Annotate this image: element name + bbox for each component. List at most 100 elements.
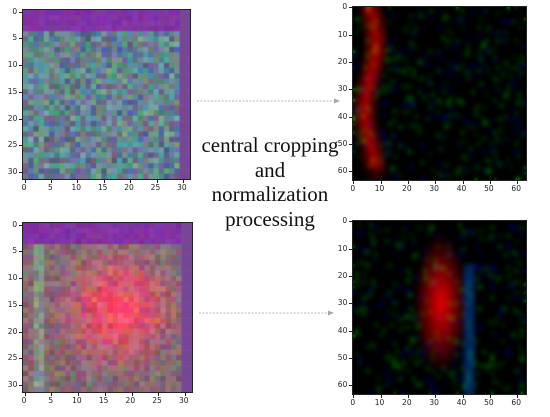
y-tick-label: 10 bbox=[7, 273, 18, 283]
y-tick-label: 60 bbox=[337, 380, 348, 390]
x-tick-mark bbox=[183, 180, 185, 183]
y-tick-mark bbox=[349, 7, 352, 9]
x-tick-label: 0 bbox=[21, 396, 27, 405]
process-label-line-3: normalization bbox=[211, 182, 329, 206]
rgb-patch-32-top bbox=[22, 9, 191, 180]
y-tick-label: 50 bbox=[337, 139, 348, 149]
y-tick-mark bbox=[19, 171, 22, 173]
x-tick-mark bbox=[131, 393, 133, 396]
rgb-patch-32-bottom bbox=[22, 222, 193, 393]
x-tick-label: 30 bbox=[177, 183, 187, 192]
x-tick-mark bbox=[490, 181, 492, 184]
y-tick-label: 15 bbox=[7, 86, 18, 96]
x-tick-label: 30 bbox=[429, 398, 439, 407]
x-tick-mark bbox=[184, 393, 186, 396]
y-tick-mark bbox=[19, 358, 22, 360]
y-tick-label: 10 bbox=[7, 60, 18, 70]
x-tick-label: 20 bbox=[402, 184, 412, 193]
y-tick-mark bbox=[19, 145, 22, 147]
x-tick-mark bbox=[435, 181, 437, 184]
y-tick-label: 5 bbox=[12, 33, 18, 43]
y-tick-label: 15 bbox=[7, 299, 18, 309]
x-tick-mark bbox=[104, 393, 106, 396]
y-tick-label: 0 bbox=[12, 6, 18, 16]
y-tick-mark bbox=[349, 303, 352, 305]
y-tick-mark bbox=[19, 384, 22, 386]
x-tick-label: 60 bbox=[511, 398, 521, 407]
y-tick-label: 20 bbox=[337, 57, 348, 67]
x-tick-label: 15 bbox=[98, 396, 109, 405]
y-tick-mark bbox=[349, 116, 352, 118]
y-tick-mark bbox=[349, 330, 352, 332]
x-tick-mark bbox=[408, 395, 410, 398]
x-tick-label: 30 bbox=[178, 396, 189, 405]
y-tick-mark bbox=[19, 251, 22, 253]
x-tick-label: 0 bbox=[350, 184, 356, 193]
x-tick-label: 10 bbox=[71, 183, 81, 192]
y-tick-mark bbox=[349, 221, 352, 223]
y-tick-mark bbox=[349, 34, 352, 36]
y-tick-label: 10 bbox=[337, 243, 348, 253]
process-label: central cropping and normalization proce… bbox=[196, 133, 344, 231]
x-tick-label: 30 bbox=[429, 184, 439, 193]
x-tick-mark bbox=[517, 395, 519, 398]
y-tick-label: 25 bbox=[7, 353, 18, 363]
normalized-patch-64-top bbox=[352, 6, 527, 181]
y-tick-label: 20 bbox=[337, 271, 348, 281]
x-tick-mark bbox=[517, 181, 519, 184]
x-tick-mark bbox=[24, 393, 26, 396]
x-tick-label: 20 bbox=[125, 396, 136, 405]
y-tick-mark bbox=[349, 385, 352, 387]
x-tick-mark bbox=[353, 395, 355, 398]
y-tick-mark bbox=[349, 89, 352, 91]
x-tick-mark bbox=[156, 180, 158, 183]
y-tick-label: 30 bbox=[7, 379, 18, 389]
y-tick-label: 25 bbox=[7, 140, 18, 150]
x-tick-mark bbox=[158, 393, 160, 396]
x-tick-label: 0 bbox=[21, 183, 27, 192]
x-tick-mark bbox=[462, 181, 464, 184]
x-tick-mark bbox=[78, 393, 80, 396]
y-tick-mark bbox=[349, 248, 352, 250]
x-tick-label: 10 bbox=[72, 396, 82, 405]
x-tick-label: 40 bbox=[456, 184, 467, 193]
y-tick-mark bbox=[19, 331, 22, 333]
y-tick-mark bbox=[349, 358, 352, 360]
y-tick-label: 5 bbox=[12, 246, 18, 256]
y-tick-mark bbox=[19, 11, 22, 13]
x-tick-label: 50 bbox=[484, 398, 494, 407]
y-tick-mark bbox=[19, 38, 22, 40]
x-tick-mark bbox=[490, 395, 492, 398]
y-tick-label: 30 bbox=[337, 84, 348, 94]
x-tick-mark bbox=[380, 395, 382, 398]
y-tick-mark bbox=[19, 304, 22, 306]
y-tick-mark bbox=[19, 224, 22, 226]
y-tick-label: 60 bbox=[337, 166, 348, 176]
y-tick-mark bbox=[19, 278, 22, 280]
y-tick-label: 40 bbox=[337, 111, 348, 121]
y-tick-label: 20 bbox=[7, 326, 18, 336]
y-tick-mark bbox=[349, 276, 352, 278]
x-tick-label: 5 bbox=[48, 183, 53, 192]
x-tick-label: 25 bbox=[150, 183, 161, 192]
x-tick-mark bbox=[51, 180, 53, 183]
y-tick-label: 0 bbox=[342, 216, 348, 226]
y-tick-label: 50 bbox=[337, 353, 348, 363]
x-tick-mark bbox=[353, 181, 355, 184]
x-tick-label: 15 bbox=[97, 183, 108, 192]
y-tick-mark bbox=[349, 144, 352, 146]
x-tick-label: 40 bbox=[456, 398, 467, 407]
x-tick-label: 10 bbox=[374, 398, 385, 407]
y-tick-label: 10 bbox=[337, 29, 348, 39]
x-tick-mark bbox=[130, 180, 132, 183]
y-tick-mark bbox=[349, 62, 352, 64]
x-tick-label: 50 bbox=[484, 184, 494, 193]
x-tick-label: 5 bbox=[48, 396, 54, 405]
x-tick-mark bbox=[380, 181, 382, 184]
x-tick-mark bbox=[408, 181, 410, 184]
x-tick-mark bbox=[24, 180, 26, 183]
x-tick-mark bbox=[462, 395, 464, 398]
process-label-line-1: central cropping bbox=[201, 133, 339, 157]
x-tick-label: 20 bbox=[124, 183, 134, 192]
x-tick-label: 10 bbox=[374, 184, 385, 193]
